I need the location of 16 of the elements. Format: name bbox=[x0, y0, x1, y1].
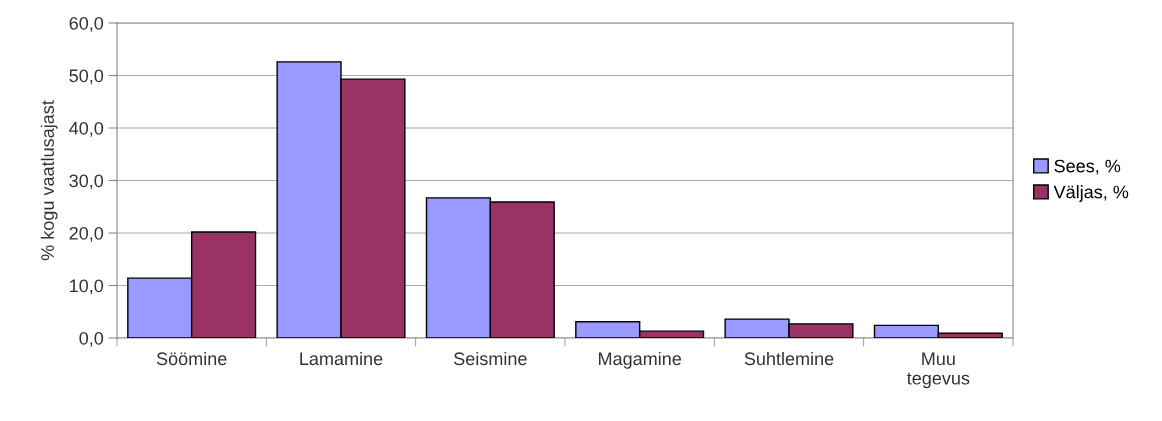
x-tick-label: Magamine bbox=[599, 351, 682, 369]
y-tick-label: 10,0 bbox=[70, 279, 104, 295]
y-tick-label: 0,0 bbox=[79, 331, 104, 347]
x-tick-label: Lamamine bbox=[300, 351, 383, 366]
y-tick-label: 20,0 bbox=[69, 226, 104, 242]
x-tick-label: Muu tegevus bbox=[906, 352, 970, 389]
y-axis-title: % kogu vaatlusajast bbox=[40, 100, 58, 261]
y-tick-label: 50,0 bbox=[69, 69, 104, 85]
legend-label: Väljas, % bbox=[1053, 185, 1129, 202]
x-tick-label: Söömine bbox=[156, 351, 227, 366]
y-tick-label: 40,0 bbox=[69, 121, 104, 137]
y-tick-label: 30,0 bbox=[69, 174, 104, 190]
x-tick-label: Suhtlemine bbox=[744, 351, 834, 366]
y-tick-label: 60,0 bbox=[69, 16, 104, 32]
legend-label: Sees, % bbox=[1054, 159, 1121, 175]
x-tick-label: Seismine bbox=[454, 351, 527, 366]
